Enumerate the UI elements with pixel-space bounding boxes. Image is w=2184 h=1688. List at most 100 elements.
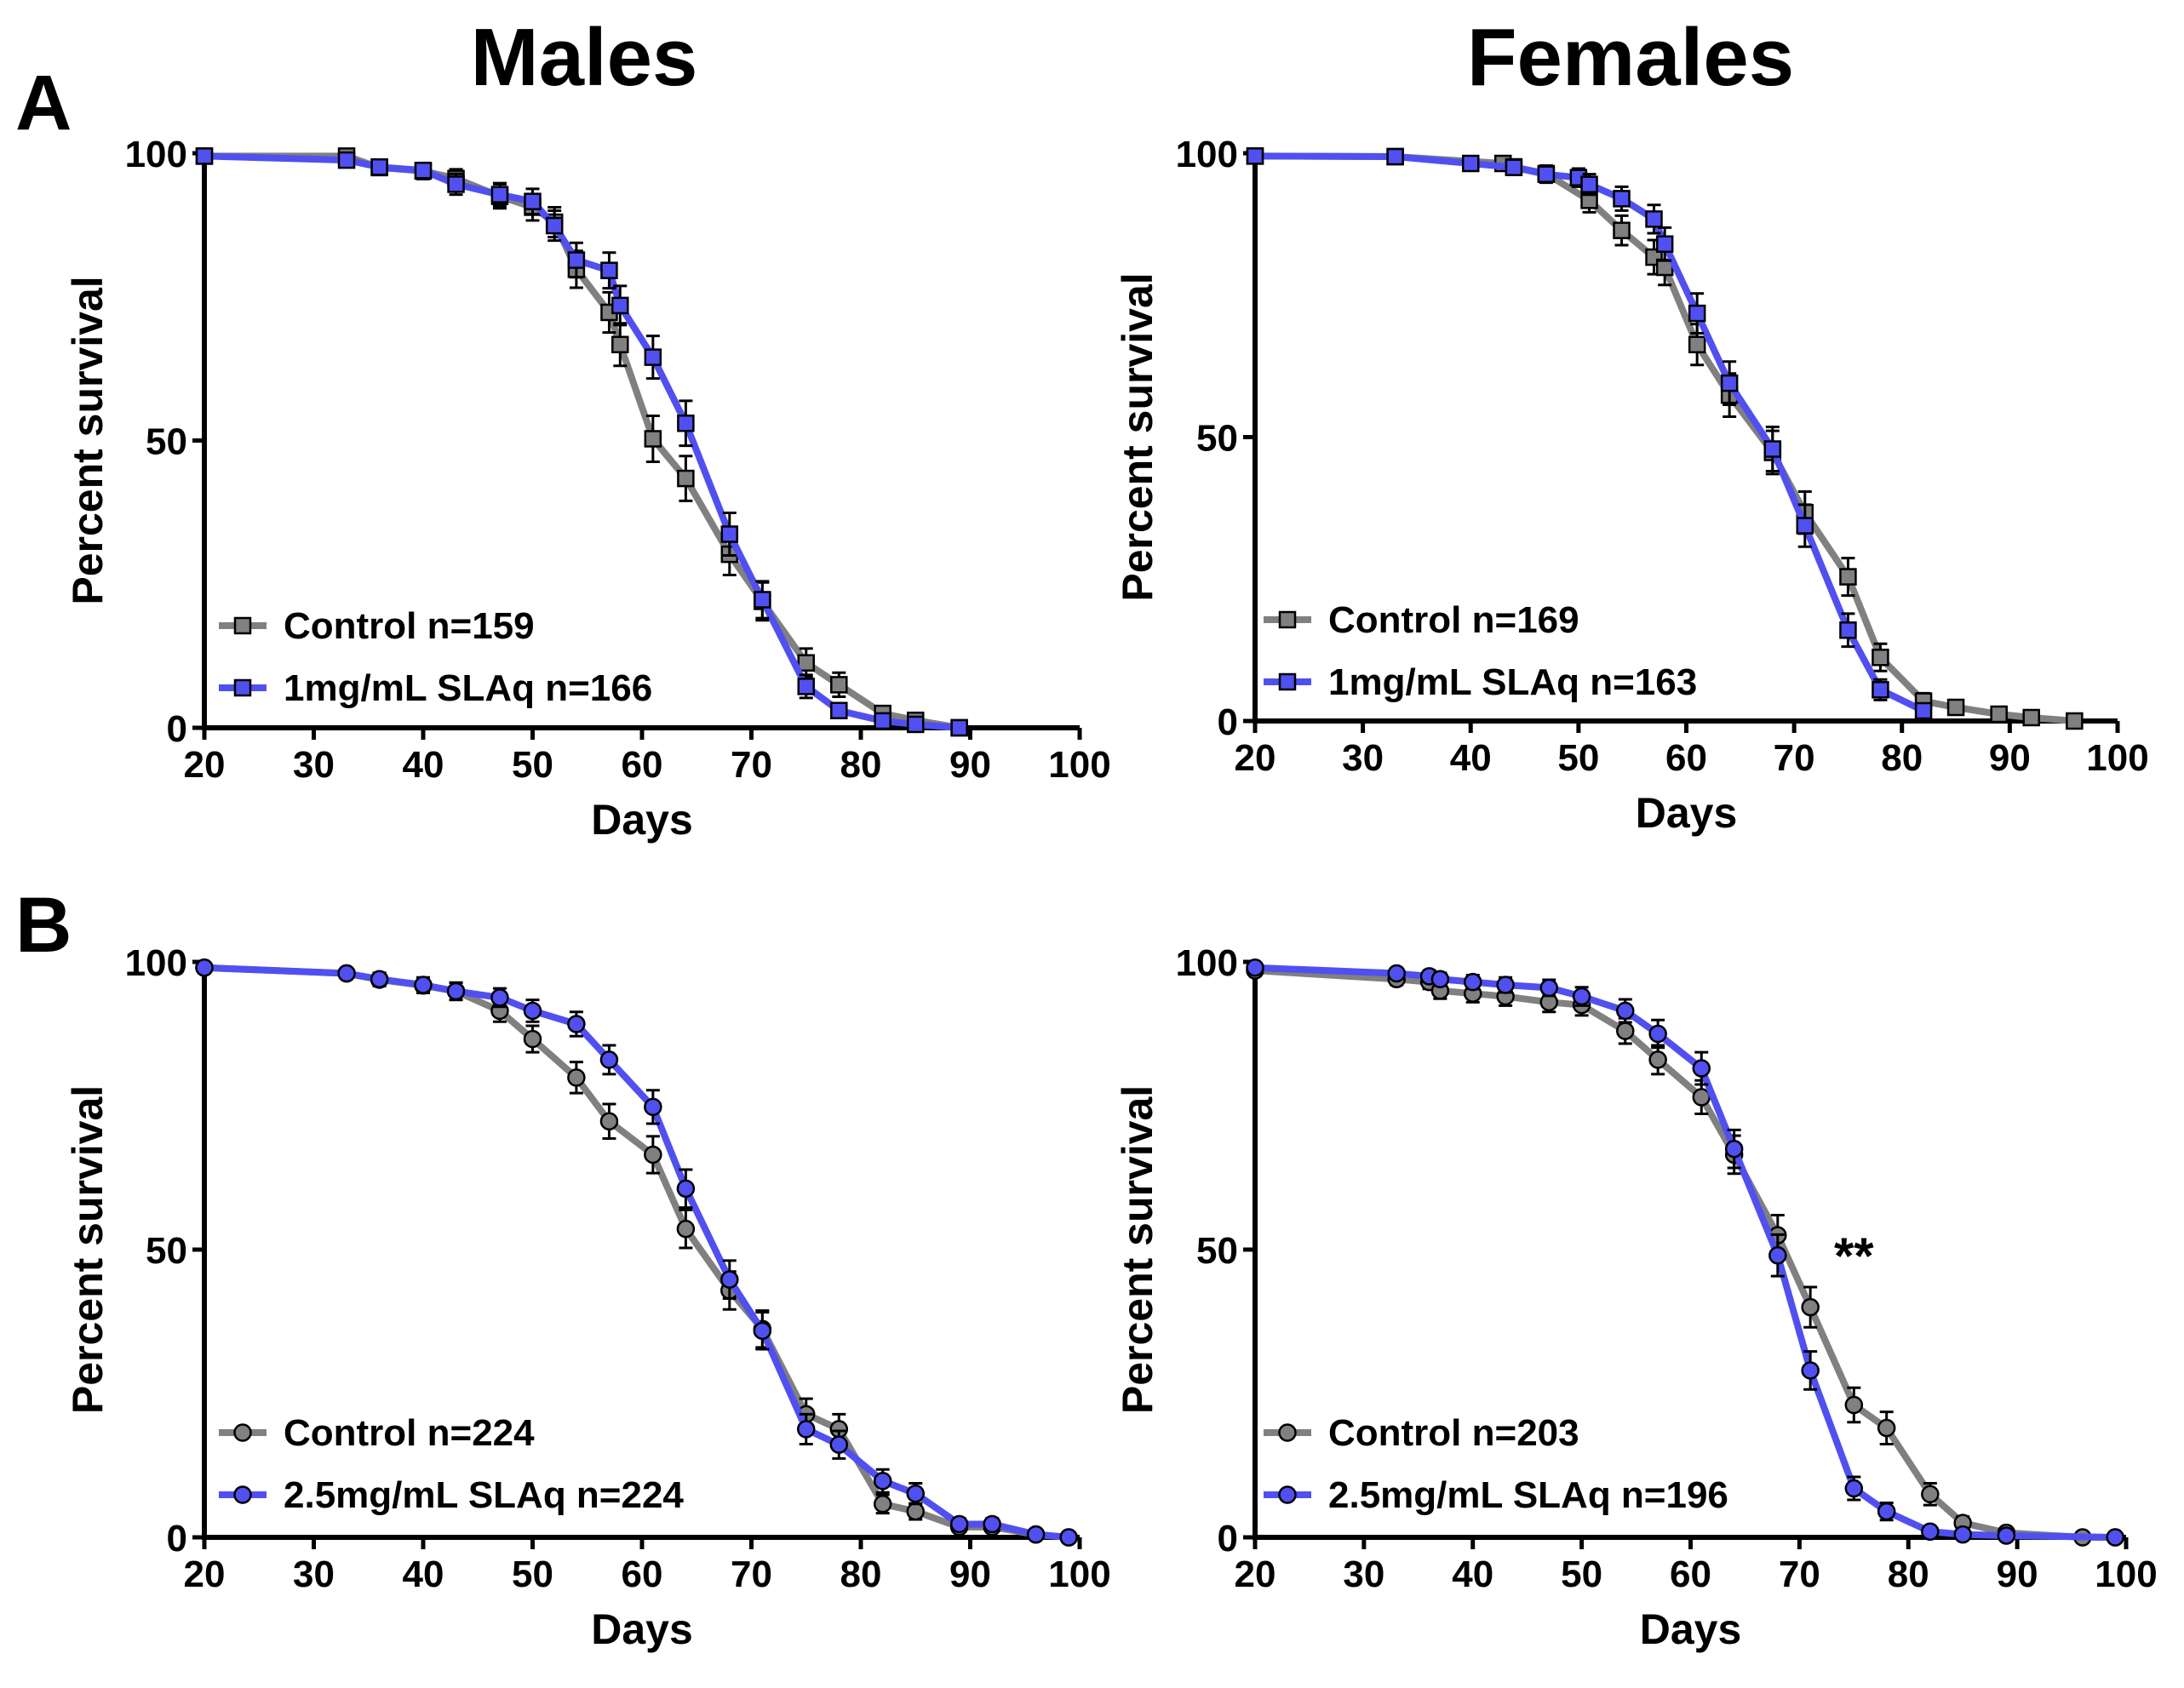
legend-item-control: Control n=159 <box>219 605 535 647</box>
y-axis-title: Percent survival <box>1114 272 1161 601</box>
data-point-control <box>644 430 662 448</box>
data-point-treated <box>490 186 509 203</box>
data-point-treated <box>1026 1525 1046 1544</box>
legend-item-treated: 1mg/mL SLAq n=166 <box>219 667 652 709</box>
data-point-control <box>873 1495 892 1513</box>
data-point-control <box>611 335 629 354</box>
data-point-treated <box>1763 440 1782 458</box>
data-point-treated <box>1914 701 1933 720</box>
data-point-treated <box>567 251 586 269</box>
x-tick-label: 90 <box>949 1554 991 1595</box>
data-point-treated <box>754 591 771 609</box>
data-point-treated <box>720 525 739 543</box>
panel-letter-a: A <box>15 60 72 146</box>
x-tick-label: 50 <box>1561 1554 1602 1595</box>
data-point-treated <box>830 701 848 719</box>
data-point-treated <box>447 175 465 193</box>
data-point-treated <box>906 1484 925 1503</box>
y-tick-label: 50 <box>1196 418 1238 460</box>
data-point-control <box>1839 568 1857 586</box>
data-point-treated <box>414 162 433 180</box>
series-control <box>1246 961 2124 1547</box>
data-point-treated <box>644 1097 662 1117</box>
x-tick-label: 70 <box>1779 1554 1820 1595</box>
data-point-treated <box>1688 304 1706 323</box>
legend-marker <box>233 1423 252 1442</box>
data-point-treated <box>1580 175 1598 193</box>
data-point-treated <box>644 348 662 366</box>
data-point-treated <box>753 1321 772 1341</box>
data-point-treated <box>1724 1139 1744 1159</box>
y-tick-label: 50 <box>146 421 187 463</box>
x-tick-label: 70 <box>731 744 772 786</box>
legend-item-control: Control n=203 <box>1264 1412 1579 1454</box>
x-tick-label: 80 <box>840 744 882 786</box>
data-point-treated <box>337 151 356 169</box>
data-point-treated <box>1496 976 1515 994</box>
data-point-control <box>1921 1485 1940 1504</box>
data-point-treated <box>414 976 433 994</box>
data-point-control <box>1801 1297 1820 1317</box>
data-point-treated <box>1720 374 1739 392</box>
data-point-treated <box>950 718 968 737</box>
y-tick-label: 100 <box>125 942 187 984</box>
data-point-treated <box>370 157 388 176</box>
data-point-treated <box>1921 1522 1940 1541</box>
legend-marker <box>1278 1485 1297 1504</box>
x-tick-label: 70 <box>1774 737 1815 779</box>
y-tick-label: 100 <box>1176 134 1238 175</box>
legend-label: Control n=224 <box>284 1412 535 1454</box>
data-point-treated <box>1462 154 1480 173</box>
data-point-treated <box>949 1514 969 1534</box>
series-treated <box>195 958 1078 1547</box>
data-point-control <box>906 1502 925 1521</box>
data-point-treated <box>1386 147 1404 166</box>
data-point-control <box>677 469 695 488</box>
y-tick-label: 0 <box>1218 701 1238 743</box>
data-point-control <box>1688 335 1706 354</box>
data-point-control <box>2022 708 2040 727</box>
x-tick-label: 80 <box>1888 1554 1929 1595</box>
data-point-treated <box>1613 190 1631 208</box>
data-point-treated <box>829 1435 849 1454</box>
data-point-treated <box>1505 158 1523 176</box>
data-point-treated <box>1953 1525 1972 1544</box>
data-point-control <box>1613 221 1631 239</box>
data-point-treated <box>1387 964 1406 983</box>
data-point-treated <box>337 964 356 983</box>
x-tick-label: 100 <box>2095 1554 2157 1595</box>
x-tick-label: 90 <box>1989 737 2031 779</box>
data-point-treated <box>907 715 925 734</box>
x-tick-label: 50 <box>1557 737 1599 779</box>
data-point-treated <box>873 1472 892 1491</box>
x-tick-label: 60 <box>1670 1554 1711 1595</box>
x-tick-label: 100 <box>1048 1554 1110 1595</box>
legend-label: 1mg/mL SLAq n=163 <box>1328 661 1697 703</box>
chart-b-females: 20 30 40 50 60 70 80 90 100 0 50 100 Days Percent sur… <box>1114 942 2158 1653</box>
series-control <box>195 147 968 737</box>
data-point-treated <box>1430 970 1450 989</box>
data-point-control <box>567 1068 586 1087</box>
data-point-treated <box>720 1270 739 1289</box>
y-tick-label: 0 <box>167 708 187 750</box>
data-point-treated <box>1768 1246 1787 1265</box>
chart-a-females: 20 30 40 50 60 70 80 90 100 0 50 100 Days Percent sur… <box>1114 134 2149 837</box>
legend-label: 2.5mg/mL SLAq n=224 <box>284 1474 684 1516</box>
data-point-treated <box>446 981 466 1001</box>
legend-label: Control n=203 <box>1328 1412 1579 1454</box>
data-point-treated <box>676 1179 696 1199</box>
column-title-females: Females <box>1467 12 1794 103</box>
data-point-treated <box>1877 1502 1896 1521</box>
y-tick-label: 50 <box>1196 1230 1238 1272</box>
data-point-treated <box>1645 210 1663 228</box>
series-treated <box>1246 147 1933 720</box>
x-tick-label: 30 <box>293 744 335 786</box>
data-point-treated <box>1059 1528 1078 1547</box>
x-tick-label: 90 <box>1997 1554 2038 1595</box>
data-point-treated <box>599 1050 619 1069</box>
legend-label: 2.5mg/mL SLAq n=196 <box>1328 1474 1728 1516</box>
x-tick-label: 50 <box>512 1554 553 1595</box>
data-point-control <box>1946 698 1965 717</box>
y-tick-label: 100 <box>125 134 187 175</box>
